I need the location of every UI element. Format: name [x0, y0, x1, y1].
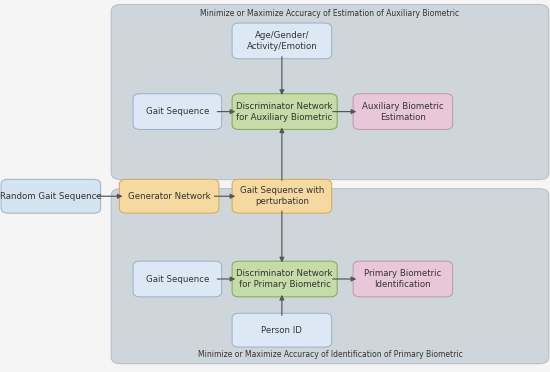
FancyBboxPatch shape: [119, 179, 219, 213]
Text: Gait Sequence: Gait Sequence: [146, 275, 209, 283]
Text: Person ID: Person ID: [261, 326, 303, 335]
FancyBboxPatch shape: [133, 261, 222, 297]
FancyBboxPatch shape: [353, 94, 453, 129]
FancyBboxPatch shape: [232, 179, 332, 213]
Text: Minimize or Maximize Accuracy of Estimation of Auxiliary Biometric: Minimize or Maximize Accuracy of Estimat…: [200, 9, 460, 18]
FancyBboxPatch shape: [232, 23, 332, 59]
Text: Discriminator Network
for Primary Biometric: Discriminator Network for Primary Biomet…: [236, 269, 333, 289]
FancyBboxPatch shape: [232, 261, 337, 297]
FancyBboxPatch shape: [232, 313, 332, 347]
FancyBboxPatch shape: [133, 94, 222, 129]
Text: Random Gait Sequence: Random Gait Sequence: [0, 192, 102, 201]
Text: Primary Biometric
Identification: Primary Biometric Identification: [364, 269, 442, 289]
Text: Discriminator Network
for Auxiliary Biometric: Discriminator Network for Auxiliary Biom…: [236, 102, 333, 122]
Text: Generator Network: Generator Network: [128, 192, 211, 201]
FancyBboxPatch shape: [353, 261, 453, 297]
Text: Gait Sequence with
perturbation: Gait Sequence with perturbation: [240, 186, 324, 206]
Text: Age/Gender/
Activity/Emotion: Age/Gender/ Activity/Emotion: [246, 31, 317, 51]
Text: Gait Sequence: Gait Sequence: [146, 107, 209, 116]
Text: Minimize or Maximize Accuracy of Identification of Primary Biometric: Minimize or Maximize Accuracy of Identif…: [197, 350, 463, 359]
FancyBboxPatch shape: [111, 4, 549, 180]
Text: Auxiliary Biometric
Estimation: Auxiliary Biometric Estimation: [362, 102, 444, 122]
FancyBboxPatch shape: [232, 94, 337, 129]
FancyBboxPatch shape: [1, 179, 101, 213]
FancyBboxPatch shape: [111, 189, 549, 364]
